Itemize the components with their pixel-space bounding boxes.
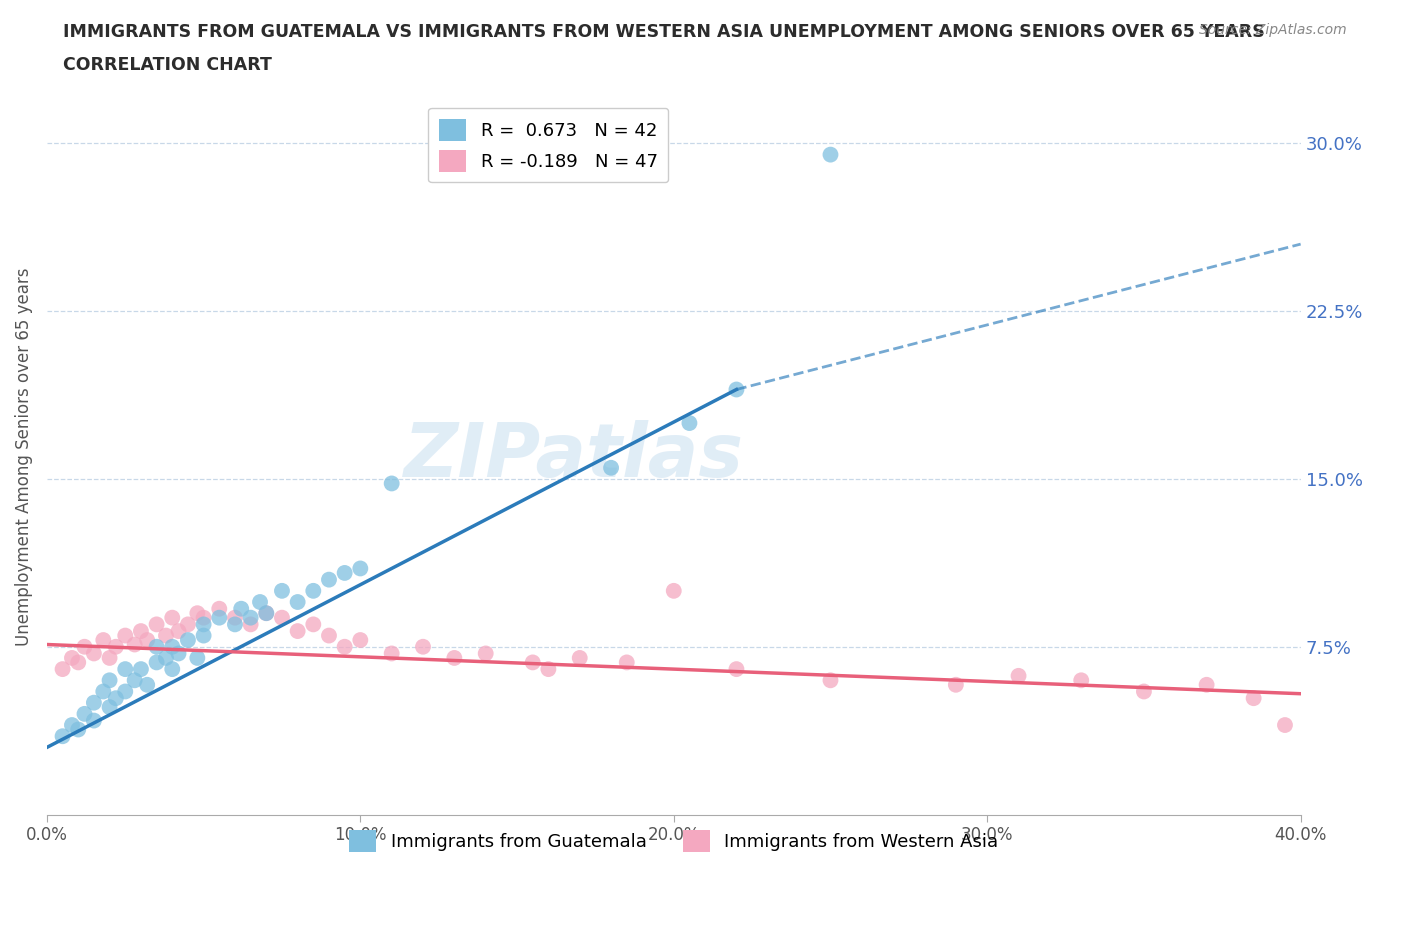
Point: [239, 617, 262, 631]
Point: [254, 605, 277, 620]
Point: [271, 583, 294, 598]
Point: [208, 602, 231, 617]
Point: [60, 650, 83, 665]
Point: [820, 673, 842, 688]
Point: [129, 624, 152, 639]
Text: IMMIGRANTS FROM GUATEMALA VS IMMIGRANTS FROM WESTERN ASIA UNEMPLOYMENT AMONG SEN: IMMIGRANTS FROM GUATEMALA VS IMMIGRANTS …: [63, 23, 1265, 41]
Point: [474, 646, 496, 661]
Text: CORRELATION CHART: CORRELATION CHART: [63, 56, 273, 73]
Point: [186, 605, 208, 620]
Point: [820, 147, 842, 162]
Point: [333, 639, 356, 654]
Point: [186, 650, 208, 665]
Point: [239, 610, 262, 625]
Point: [73, 639, 96, 654]
Point: [114, 684, 136, 699]
Point: [124, 637, 146, 652]
Point: [302, 583, 325, 598]
Point: [1007, 669, 1029, 684]
Point: [318, 628, 340, 643]
Point: [51, 661, 73, 676]
Point: [249, 594, 271, 609]
Point: [83, 646, 105, 661]
Point: [662, 583, 685, 598]
Point: [231, 602, 253, 617]
Point: [155, 628, 177, 643]
Point: [1243, 691, 1265, 706]
Point: [60, 718, 83, 733]
Point: [136, 632, 159, 647]
Point: [1195, 677, 1218, 692]
Point: [522, 655, 544, 670]
Point: [349, 632, 371, 647]
Point: [381, 646, 404, 661]
Point: [537, 661, 560, 676]
Point: [381, 476, 404, 491]
Point: [193, 610, 215, 625]
Point: [177, 617, 200, 631]
Point: [412, 639, 434, 654]
Point: [162, 639, 184, 654]
Point: [287, 594, 309, 609]
Point: [91, 684, 114, 699]
Point: [193, 617, 215, 631]
Point: [167, 624, 190, 639]
Point: [224, 617, 246, 631]
Point: [224, 610, 246, 625]
Point: [678, 416, 700, 431]
Point: [145, 617, 167, 631]
Text: Source: ZipAtlas.com: Source: ZipAtlas.com: [1199, 23, 1347, 37]
Point: [208, 610, 231, 625]
Point: [725, 661, 748, 676]
Point: [104, 691, 127, 706]
Point: [91, 632, 114, 647]
Point: [83, 713, 105, 728]
Point: [114, 628, 136, 643]
Point: [193, 628, 215, 643]
Point: [145, 655, 167, 670]
Point: [287, 624, 309, 639]
Point: [568, 650, 591, 665]
Point: [1133, 684, 1156, 699]
Point: [600, 460, 623, 475]
Point: [98, 650, 121, 665]
Point: [167, 646, 190, 661]
Point: [318, 572, 340, 587]
Point: [104, 639, 127, 654]
Point: [254, 605, 277, 620]
Point: [67, 655, 90, 670]
Text: ZIPatlas: ZIPatlas: [404, 420, 744, 493]
Point: [124, 673, 146, 688]
Point: [67, 722, 90, 737]
Point: [155, 650, 177, 665]
Point: [945, 677, 967, 692]
Point: [162, 610, 184, 625]
Point: [114, 661, 136, 676]
Point: [443, 650, 465, 665]
Point: [136, 677, 159, 692]
Point: [616, 655, 638, 670]
Y-axis label: Unemployment Among Seniors over 65 years: Unemployment Among Seniors over 65 years: [15, 267, 32, 645]
Point: [129, 661, 152, 676]
Point: [725, 382, 748, 397]
Point: [162, 661, 184, 676]
Point: [349, 561, 371, 576]
Point: [73, 707, 96, 722]
Point: [98, 699, 121, 714]
Point: [145, 639, 167, 654]
Point: [271, 610, 294, 625]
Point: [1274, 718, 1296, 733]
Point: [83, 696, 105, 711]
Point: [51, 729, 73, 744]
Point: [333, 565, 356, 580]
Point: [1070, 673, 1092, 688]
Point: [302, 617, 325, 631]
Legend: Immigrants from Guatemala, Immigrants from Western Asia: Immigrants from Guatemala, Immigrants fr…: [342, 823, 1005, 859]
Point: [98, 673, 121, 688]
Point: [177, 632, 200, 647]
